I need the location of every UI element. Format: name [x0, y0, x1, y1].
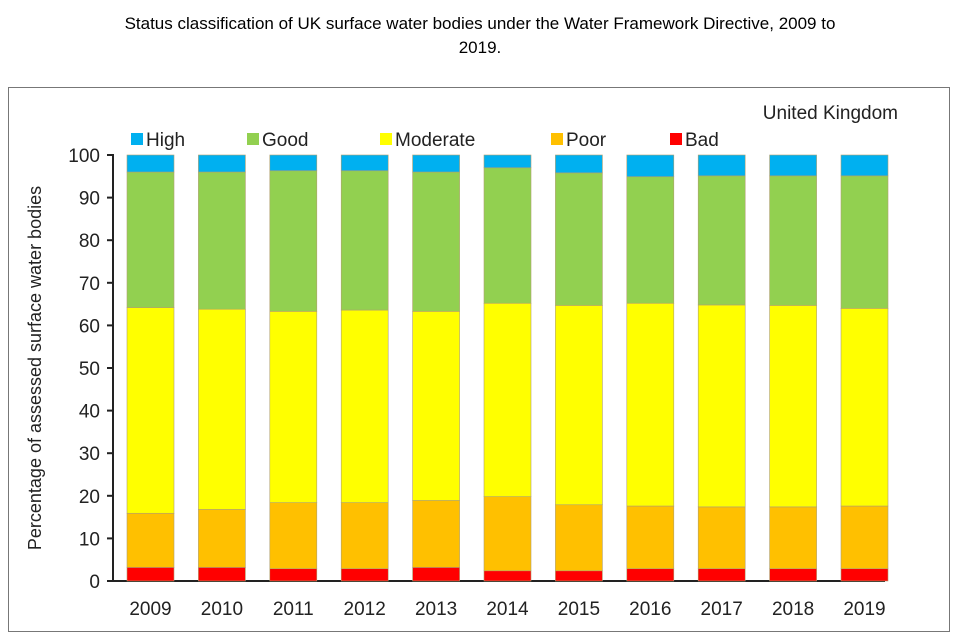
bar-segment-poor-2014 — [483, 496, 532, 572]
x-tick-label: 2013 — [415, 599, 457, 620]
legend-label-high: High — [146, 130, 185, 151]
y-tick-label: 20 — [79, 487, 100, 508]
bar-segment-poor-2019 — [840, 505, 889, 569]
legend-swatch-poor — [551, 133, 563, 145]
bar-segment-good-2014 — [483, 167, 532, 304]
bar-segment-high-2018 — [769, 154, 817, 177]
bar-segment-good-2016 — [626, 176, 675, 304]
x-tick-label: 2014 — [486, 599, 529, 620]
x-tick-label: 2019 — [843, 599, 885, 620]
bar-segment-high-2014 — [483, 154, 532, 169]
bar-segment-high-2011 — [269, 154, 318, 172]
bar-segment-high-2016 — [626, 154, 675, 178]
bar-segment-moderate-2012 — [340, 309, 389, 503]
x-tick-label: 2018 — [772, 599, 814, 620]
legend-label-bad: Bad — [685, 130, 719, 151]
bar-segment-bad-2015 — [555, 570, 603, 582]
legend-swatch-good — [247, 133, 259, 145]
bar-segment-moderate-2010 — [198, 308, 246, 510]
legend-label-good: Good — [262, 130, 308, 151]
bar-segment-bad-2012 — [340, 568, 389, 582]
bar-segment-moderate-2011 — [269, 311, 318, 503]
x-tick-label: 2012 — [344, 599, 386, 620]
y-tick-label: 70 — [79, 274, 100, 295]
bar-segment-bad-2014 — [483, 570, 532, 582]
chart-title: Status classification of UK surface wate… — [0, 12, 960, 60]
bar-segment-poor-2012 — [340, 502, 389, 569]
y-tick-label: 30 — [79, 444, 100, 465]
y-tick-label: 80 — [79, 231, 100, 252]
bar-segment-poor-2016 — [626, 505, 675, 569]
bar-segment-bad-2009 — [126, 567, 175, 582]
x-tick-label: 2009 — [129, 599, 171, 620]
bar-segment-bad-2011 — [269, 568, 318, 582]
bar-segment-good-2015 — [555, 172, 603, 306]
bar-segment-moderate-2018 — [769, 305, 817, 508]
bar-segment-high-2019 — [840, 154, 889, 177]
bar-segment-good-2011 — [269, 170, 318, 312]
bar-segment-moderate-2014 — [483, 302, 532, 497]
y-tick-label: 0 — [89, 572, 100, 593]
bar-segment-moderate-2016 — [626, 302, 675, 507]
y-tick-label: 10 — [79, 529, 100, 550]
chart-title-line-1: Status classification of UK surface wate… — [124, 14, 836, 33]
legend-swatch-bad — [670, 133, 682, 145]
bar-segment-bad-2019 — [840, 568, 889, 582]
bar-segment-good-2019 — [840, 175, 889, 309]
bar-segment-poor-2017 — [697, 506, 746, 569]
bar-segment-good-2017 — [697, 175, 746, 306]
bar-segment-high-2012 — [340, 154, 389, 172]
bar-segment-moderate-2017 — [697, 304, 746, 508]
y-tick-label: 60 — [79, 316, 100, 337]
bar-segment-bad-2016 — [626, 568, 675, 582]
bar-segment-bad-2013 — [412, 567, 460, 582]
bar-segment-moderate-2009 — [126, 307, 175, 514]
y-tick-label: 40 — [79, 402, 100, 423]
y-axis-label: Percentage of assessed surface water bod… — [25, 186, 45, 550]
y-tick-label: 90 — [79, 189, 100, 210]
x-tick-label: 2015 — [558, 599, 600, 620]
bar-segment-poor-2015 — [555, 504, 603, 572]
bar-segment-moderate-2015 — [555, 305, 603, 506]
bar-segment-poor-2009 — [126, 512, 175, 568]
y-tick-label: 100 — [68, 146, 100, 167]
bar-segment-poor-2013 — [412, 500, 460, 568]
chart-title-line-2: 2019. — [458, 38, 502, 57]
bar-segment-good-2010 — [198, 171, 246, 310]
chart-frame — [8, 87, 950, 632]
bar-segment-poor-2011 — [269, 502, 318, 569]
bar-segment-bad-2010 — [198, 567, 246, 582]
bar-segment-good-2012 — [340, 170, 389, 311]
region-annotation: United Kingdom — [763, 103, 898, 124]
bar-segment-high-2017 — [697, 154, 746, 177]
bar-segment-bad-2017 — [697, 568, 746, 582]
x-tick-label: 2010 — [201, 599, 243, 620]
bar-segment-high-2010 — [198, 154, 246, 173]
bar-segment-poor-2018 — [769, 506, 817, 569]
x-tick-label: 2011 — [273, 599, 314, 620]
x-tick-label: 2017 — [701, 599, 743, 620]
legend-swatch-high — [131, 133, 143, 145]
bar-segment-good-2009 — [126, 171, 175, 308]
legend-label-moderate: Moderate — [395, 130, 475, 151]
bar-segment-high-2009 — [126, 154, 175, 173]
bar-segment-moderate-2013 — [412, 311, 460, 501]
bar-segment-good-2018 — [769, 175, 817, 306]
legend-swatch-moderate — [380, 133, 392, 145]
x-tick-label: 2016 — [629, 599, 671, 620]
bar-segment-high-2013 — [412, 154, 460, 173]
y-tick-label: 50 — [79, 359, 100, 380]
legend-label-poor: Poor — [566, 130, 607, 151]
bar-segment-bad-2018 — [769, 568, 817, 582]
bar-segment-high-2015 — [555, 154, 603, 174]
bar-segment-poor-2010 — [198, 509, 246, 568]
bar-segment-good-2013 — [412, 171, 460, 312]
bar-segment-moderate-2019 — [840, 308, 889, 507]
